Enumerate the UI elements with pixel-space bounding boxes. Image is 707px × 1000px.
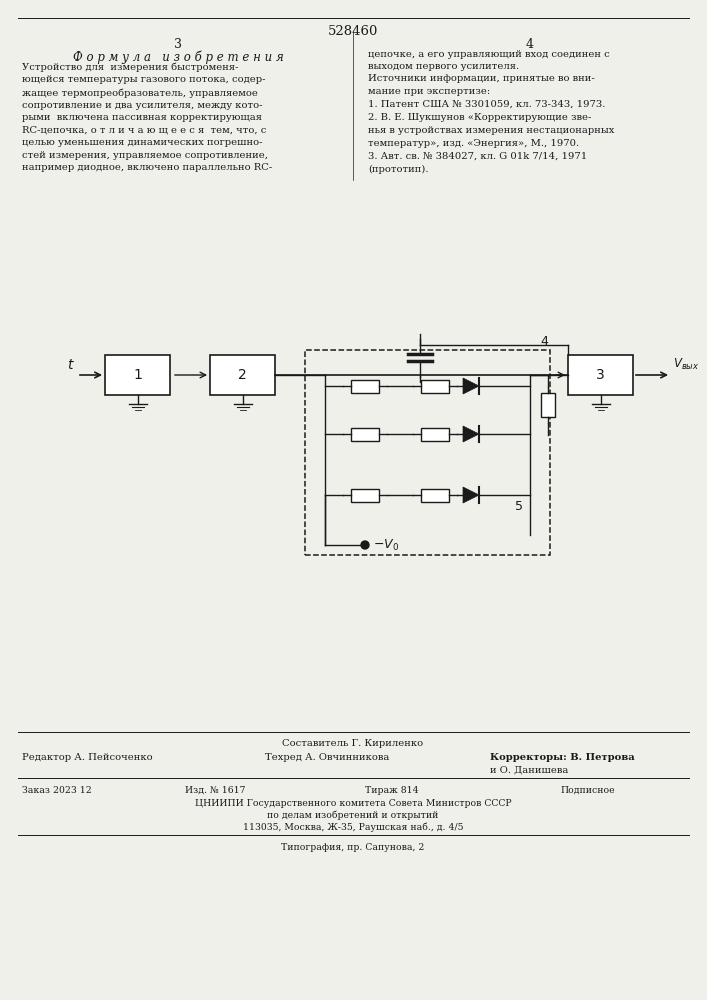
Text: нья в устройствах измерения нестационарных: нья в устройствах измерения нестационарн… [368, 126, 614, 135]
Circle shape [361, 541, 369, 549]
Text: Изд. № 1617: Изд. № 1617 [185, 786, 245, 795]
Text: Редактор А. Пейсоченко: Редактор А. Пейсоченко [22, 753, 153, 762]
Text: температур», изд. «Энергия», М., 1970.: температур», изд. «Энергия», М., 1970. [368, 139, 579, 148]
Text: 4: 4 [540, 335, 548, 348]
Text: жащее термопреобразователь, управляемое: жащее термопреобразователь, управляемое [22, 88, 258, 98]
Text: 1. Патент США № 3301059, кл. 73-343, 1973.: 1. Патент США № 3301059, кл. 73-343, 197… [368, 100, 605, 109]
Text: 1: 1 [133, 368, 142, 382]
Text: 3: 3 [174, 38, 182, 51]
Text: 528460: 528460 [328, 25, 378, 38]
Text: Составитель Г. Кириленко: Составитель Г. Кириленко [282, 739, 423, 748]
Text: Тираж 814: Тираж 814 [365, 786, 419, 795]
Text: 2: 2 [238, 368, 247, 382]
Text: например диодное, включено параллельно RC-: например диодное, включено параллельно R… [22, 163, 272, 172]
Text: Устройство для  измерения быстроменя-: Устройство для измерения быстроменя- [22, 63, 238, 73]
Polygon shape [463, 378, 479, 394]
Text: 113035, Москва, Ж-35, Раушская наб., д. 4/5: 113035, Москва, Ж-35, Раушская наб., д. … [243, 823, 463, 832]
Text: Техред А. Овчинникова: Техред А. Овчинникова [265, 753, 390, 762]
Bar [210, 355, 275, 395]
Bar [421, 379, 449, 392]
Text: ющейся температуры газового потока, содер-: ющейся температуры газового потока, соде… [22, 76, 266, 85]
Bar [351, 379, 379, 392]
Bar [351, 488, 379, 502]
Text: Типография, пр. Сапунова, 2: Типография, пр. Сапунова, 2 [281, 843, 425, 852]
Text: рыми  включена пассивная корректирующая: рыми включена пассивная корректирующая [22, 113, 262, 122]
Polygon shape [463, 426, 479, 442]
Text: ЦНИИПИ Государственного комитета Совета Министров СССР: ЦНИИПИ Государственного комитета Совета … [194, 799, 511, 808]
Text: стей измерения, управляемое сопротивление,: стей измерения, управляемое сопротивлени… [22, 150, 268, 159]
Text: 3: 3 [596, 368, 605, 382]
Text: $-V_0$: $-V_0$ [373, 537, 399, 553]
Text: (прототип).: (прототип). [368, 165, 428, 174]
Text: 4: 4 [526, 38, 534, 51]
Bar [305, 350, 550, 555]
Text: по делам изобретений и открытий: по делам изобретений и открытий [267, 811, 438, 820]
Text: целью уменьшения динамических погрешно-: целью уменьшения динамических погрешно- [22, 138, 262, 147]
Bar [421, 428, 449, 440]
Bar [568, 355, 633, 395]
Text: Корректоры: В. Петрова: Корректоры: В. Петрова [490, 753, 635, 762]
Text: Заказ 2023 12: Заказ 2023 12 [22, 786, 92, 795]
Text: Ф о р м у л а   и з о б р е т е н и я: Ф о р м у л а и з о б р е т е н и я [73, 50, 284, 64]
Text: 3. Авт. св. № 384027, кл. G 01k 7/14, 1971: 3. Авт. св. № 384027, кл. G 01k 7/14, 19… [368, 152, 588, 161]
Bar [351, 428, 379, 440]
Polygon shape [463, 487, 479, 503]
Text: RC-цепочка, о т л и ч а ю щ е е с я  тем, что, с: RC-цепочка, о т л и ч а ю щ е е с я тем,… [22, 125, 267, 134]
Text: цепочке, а его управляющий вход соединен с: цепочке, а его управляющий вход соединен… [368, 50, 609, 59]
Text: Источники информации, принятые во вни-: Источники информации, принятые во вни- [368, 74, 595, 83]
Bar [105, 355, 170, 395]
Text: $V_{\mathit{вых}}$: $V_{\mathit{вых}}$ [673, 357, 699, 372]
Text: выходом первого усилителя.: выходом первого усилителя. [368, 62, 519, 71]
Text: 2. В. Е. Шукшунов «Корректирующие зве-: 2. В. Е. Шукшунов «Корректирующие зве- [368, 113, 591, 122]
Text: Подписное: Подписное [560, 786, 614, 795]
Bar [421, 488, 449, 502]
Bar [541, 393, 555, 417]
Text: $t$: $t$ [67, 358, 75, 372]
Text: и О. Данишева: и О. Данишева [490, 766, 568, 775]
Text: сопротивление и два усилителя, между кото-: сопротивление и два усилителя, между кот… [22, 101, 262, 109]
Text: 5: 5 [515, 500, 523, 513]
Text: мание при экспертизе:: мание при экспертизе: [368, 87, 490, 96]
